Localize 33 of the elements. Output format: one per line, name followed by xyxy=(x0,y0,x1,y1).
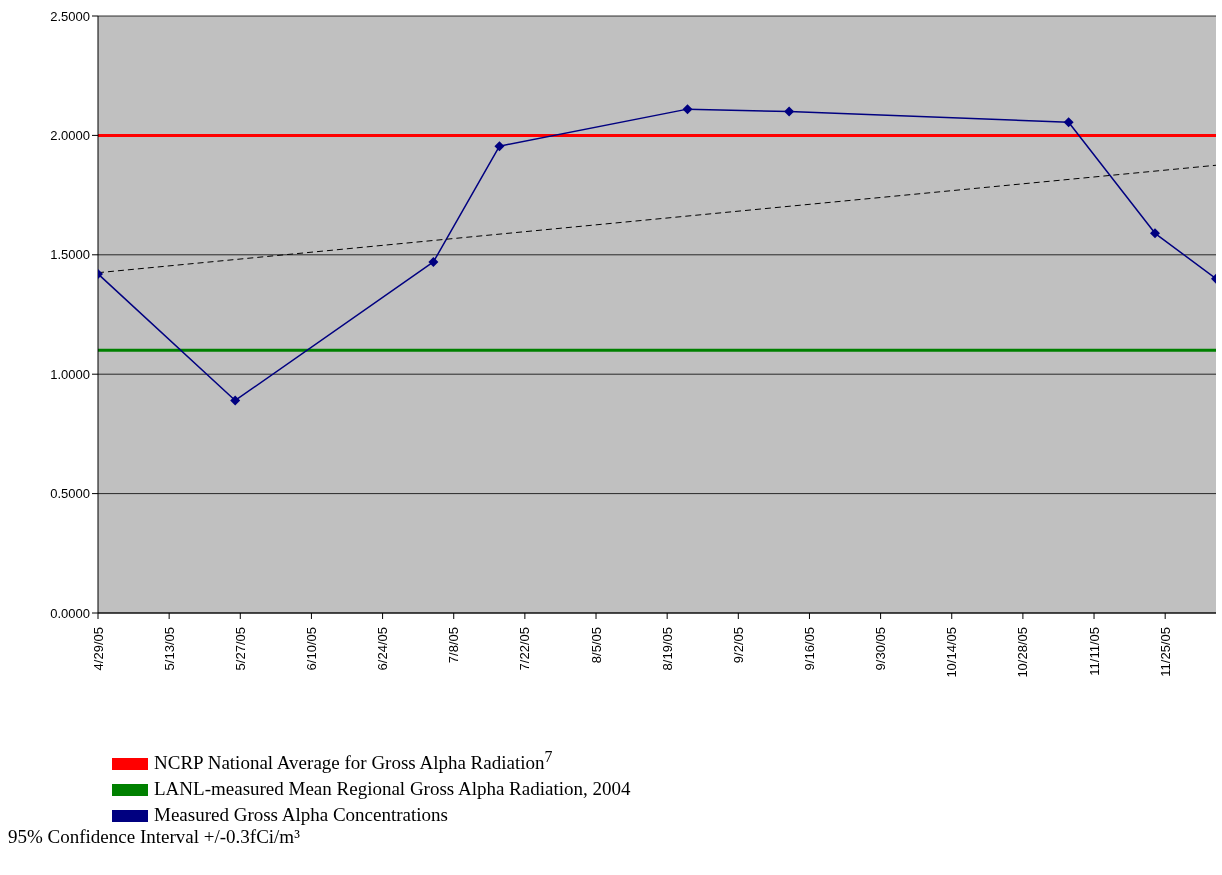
x-tick-label: 9/16/05 xyxy=(801,627,817,671)
x-tick-label: 11/25/05 xyxy=(1157,627,1173,677)
y-tick-label: 2.0000 xyxy=(50,128,90,144)
point xyxy=(1150,228,1161,239)
point xyxy=(494,141,505,152)
legend-label: LANL-measured Mean Regional Gross Alpha Radiation, 2004 xyxy=(154,778,631,800)
x-tick-label: 7/8/05 xyxy=(446,627,462,664)
x-tick-label: 6/24/05 xyxy=(375,627,391,671)
point xyxy=(428,256,439,267)
point xyxy=(1063,117,1074,128)
x-tick-label: 6/10/05 xyxy=(303,627,319,671)
x-tick-label: 4/29/05 xyxy=(90,627,106,671)
x-tick-label: 9/30/05 xyxy=(873,627,889,671)
y-tick-label: 0.5000 xyxy=(50,486,90,502)
x-tick-label: 5/27/05 xyxy=(232,627,248,671)
point xyxy=(230,395,241,406)
x-tick-label: 9/2/05 xyxy=(730,627,746,664)
x-tick-label: 8/19/05 xyxy=(659,627,675,671)
legend-label: Measured Gross Alpha Concentrations xyxy=(154,804,448,826)
y-tick-label: 0.0000 xyxy=(50,605,90,621)
y-tick-label: 1.0000 xyxy=(50,366,90,382)
point xyxy=(682,104,693,115)
x-tick-label: 8/5/05 xyxy=(588,627,604,664)
legend-label: NCRP National Average for Gross Alpha Radiation$^{7}$ xyxy=(154,746,553,774)
x-tick-label: 11/11/05 xyxy=(1086,627,1102,676)
x-tick-label: 7/22/05 xyxy=(517,627,533,671)
point xyxy=(784,106,795,117)
y-tick-label: 1.5000 xyxy=(50,247,90,263)
y-tick-label: 2.5000 xyxy=(50,8,90,24)
x-tick-label: 5/13/05 xyxy=(161,627,177,671)
x-tick-label: 10/14/05 xyxy=(944,627,960,678)
text: 95% Confidence Interval +/-0.3fCi/m³ xyxy=(8,826,301,848)
x-tick-label: 10/28/05 xyxy=(1015,627,1031,678)
